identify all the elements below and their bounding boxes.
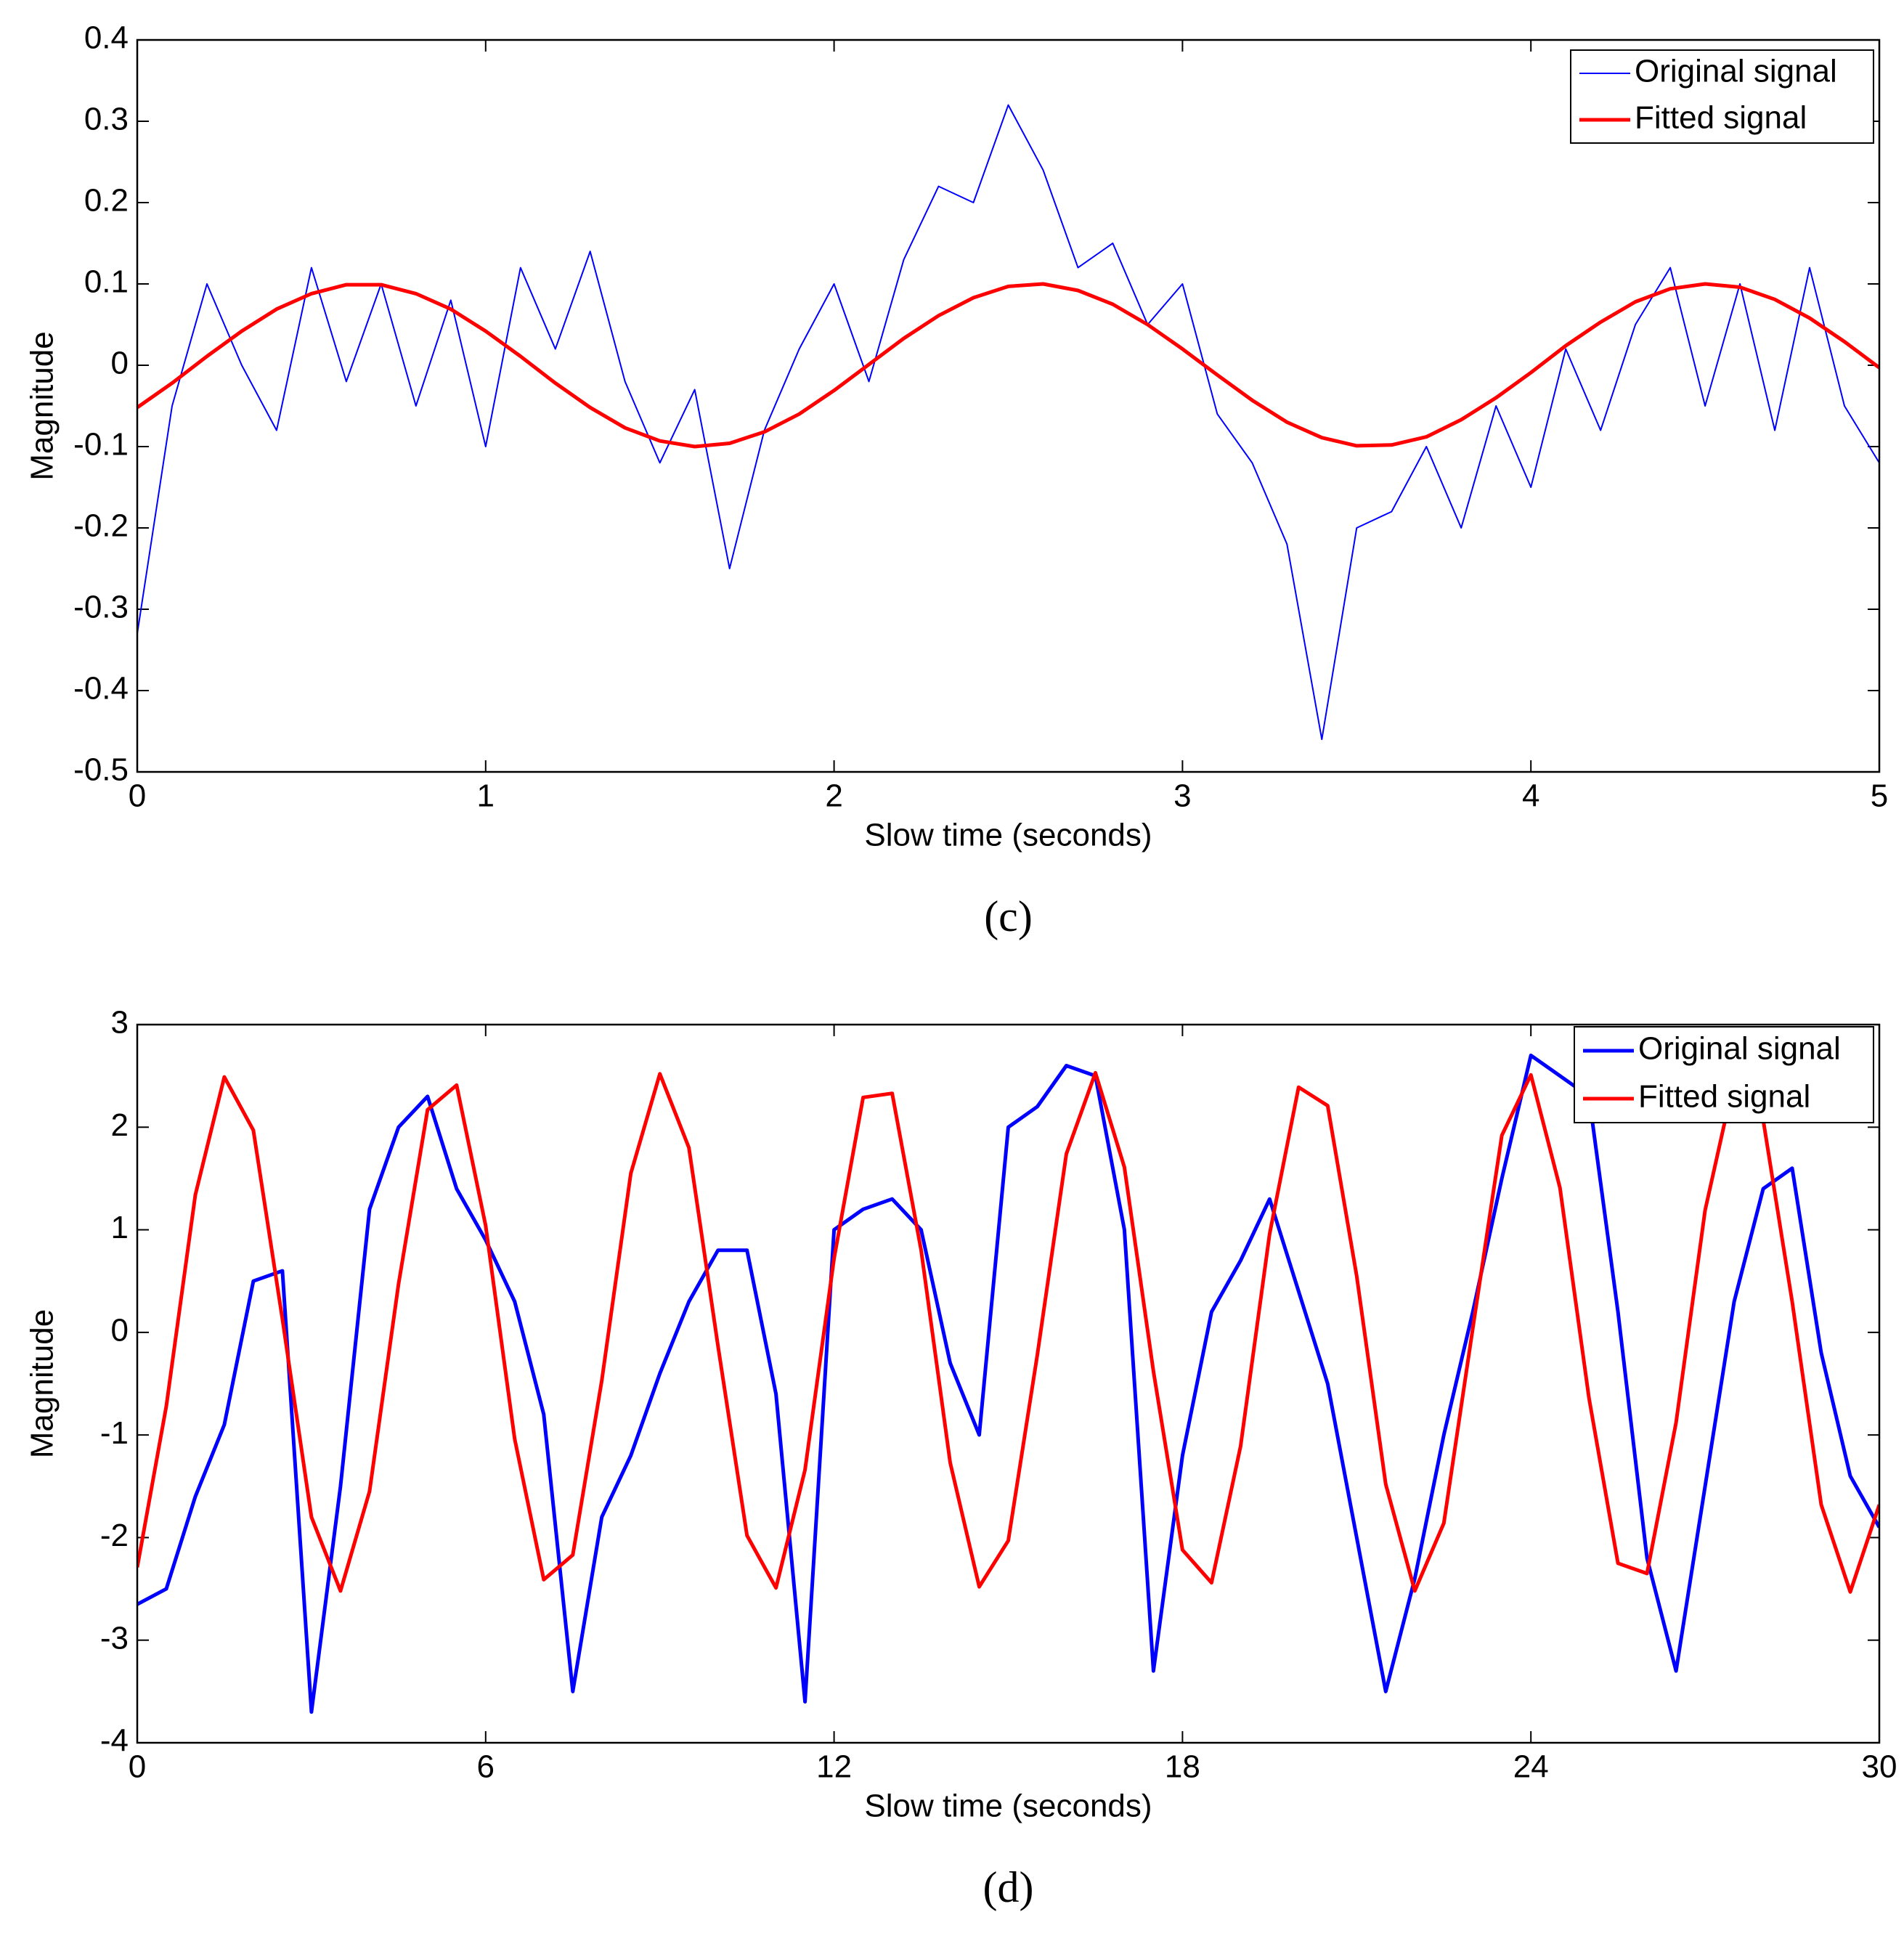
- legend-label: Fitted signal: [1635, 100, 1807, 136]
- x-tick-label: 18: [1165, 1749, 1200, 1785]
- caption: (d): [983, 1863, 1034, 1911]
- x-tick-label: 30: [1862, 1749, 1897, 1785]
- x-tick-label: 12: [816, 1749, 852, 1785]
- data-line: [137, 1070, 1879, 1594]
- y-tick-label: -3: [100, 1620, 129, 1656]
- plot-frame: [136, 38, 1881, 773]
- data-line: [137, 282, 1879, 449]
- y-tick-label: 0.4: [84, 20, 129, 56]
- y-tick-label: -1: [100, 1415, 129, 1451]
- x-tick-label: 0: [129, 778, 146, 814]
- plot-frame: [136, 1023, 1881, 1744]
- y-tick-label: -0.4: [73, 671, 129, 707]
- plot-area: [137, 40, 1879, 772]
- y-tick-label: 0: [111, 346, 129, 381]
- caption: (c): [984, 892, 1033, 940]
- x-tick-label: 0: [129, 1749, 146, 1785]
- y-tick-label: -2: [100, 1518, 129, 1553]
- x-tick-label: 1: [477, 778, 495, 814]
- x-axis-label: Slow time (seconds): [864, 1789, 1152, 1824]
- x-tick-label: 6: [477, 1749, 495, 1785]
- legend-box: [1574, 1026, 1874, 1123]
- y-axis-label: Magnitude: [25, 1309, 60, 1458]
- data-line: [137, 104, 1879, 741]
- x-tick-label: 3: [1173, 778, 1191, 814]
- x-tick-label: 4: [1522, 778, 1539, 814]
- x-axis-label: Slow time (seconds): [864, 818, 1152, 853]
- y-tick-label: -0.2: [73, 508, 129, 544]
- y-tick-label: 2: [111, 1107, 129, 1143]
- x-tick-label: 2: [825, 778, 842, 814]
- y-tick-label: -0.5: [73, 752, 129, 788]
- y-tick-label: 1: [111, 1210, 129, 1245]
- y-tick-label: 3: [111, 1005, 129, 1041]
- x-tick-label: 5: [1871, 778, 1888, 814]
- y-tick-label: -0.3: [73, 590, 129, 625]
- y-tick-label: 0.3: [84, 102, 129, 137]
- y-tick-label: -0.1: [73, 427, 129, 463]
- legend-label: Original signal: [1638, 1031, 1841, 1067]
- y-tick-label: 0.1: [84, 264, 129, 300]
- y-tick-label: -4: [100, 1723, 129, 1759]
- y-tick-label: 0: [111, 1312, 129, 1348]
- x-tick-label: 24: [1513, 1749, 1549, 1785]
- y-axis-label: Magnitude: [25, 331, 60, 480]
- legend-label: Fitted signal: [1638, 1079, 1810, 1115]
- y-tick-label: 0.2: [84, 183, 129, 219]
- legend-label: Original signal: [1635, 54, 1837, 89]
- legend-box: [1570, 49, 1874, 144]
